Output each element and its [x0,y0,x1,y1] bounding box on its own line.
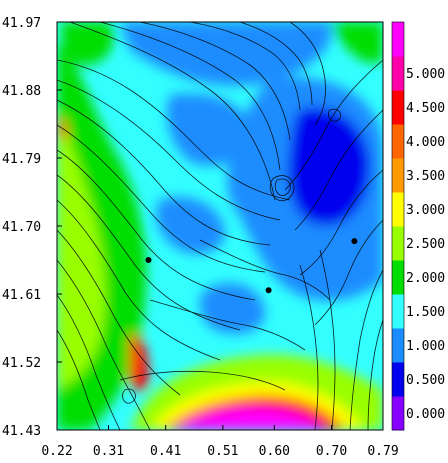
colorbar-label: 4.000 [406,135,445,150]
colorbar-swatch [392,260,404,295]
y-tick-label: 41.52 [2,356,41,371]
markers [145,238,358,294]
y-axis: 41.97 41.88 41.79 41.70 41.61 41.52 41.43 [2,16,62,439]
x-axis: 0.22 0.31 0.41 0.51 0.60 0.70 0.79 [41,425,399,459]
contour-region-blue-center [156,196,226,254]
colorbar-label: 1.500 [406,305,445,320]
plot-area [56,21,384,431]
contour-region-orange-edge [57,118,68,141]
colorbar-label: 0.000 [406,407,445,422]
colorbar-label: 5.000 [406,67,445,82]
colorbar-swatch [392,158,404,193]
contour-region-green-topright [330,22,383,64]
colorbar-swatch [392,124,404,159]
colorbar-swatch [392,192,404,227]
contour-region-lightgreen-left [57,110,106,390]
marker-dot [265,287,272,294]
colorbar-swatch [392,56,404,91]
x-tick-label: 0.41 [150,444,181,459]
colorbar-label: 0.500 [406,373,445,388]
colorbar: 0.000 0.500 1.000 1.500 2.000 2.500 3.000 3.500… [391,21,445,431]
x-tick-label: 0.60 [259,444,290,459]
colorbar-swatch [392,328,404,363]
colorbar-label: 2.000 [406,271,445,286]
colorbar-swatch [392,294,404,329]
colorbar-label: 1.000 [406,339,445,354]
y-tick-label: 41.79 [2,152,41,167]
contour-region-blue-top [120,22,332,86]
colorbar-swatch [392,226,404,261]
colorbar-label: 3.500 [406,169,445,184]
colorbar-labels: 0.000 0.500 1.000 1.500 2.000 2.500 3.000 3.500… [406,67,445,422]
x-tick-label: 0.31 [93,444,124,459]
contour-region-darkblue-right [288,107,371,226]
x-tick-label: 0.70 [316,444,347,459]
y-tick-label: 41.88 [2,84,41,99]
colorbar-frame [391,21,405,431]
colorbar-label: 4.500 [406,101,445,116]
y-tick-label: 41.97 [2,16,41,31]
colorbar-swatch [392,396,404,431]
marker-dot [351,238,358,245]
contour-region-green-top [60,22,114,66]
contour-field [57,22,383,430]
colorbar-label: 2.500 [406,237,445,252]
x-tick-label: 0.51 [207,444,238,459]
contour-region-blue-midright [199,282,266,334]
y-tick-label: 41.70 [2,220,41,235]
x-tick-label: 0.22 [41,444,72,459]
colorbar-swatch [392,362,404,397]
y-tick-label: 41.61 [2,288,41,303]
colorbar-label: 3.000 [406,203,445,218]
colorbar-swatches [391,21,405,431]
contour-region-blue-mid [166,93,251,166]
y-tick-label: 41.43 [2,424,41,439]
contour-region-magenta-bottom [175,408,325,430]
colorbar-swatch [392,90,404,125]
x-tick-label: 0.79 [367,444,398,459]
marker-dot [145,257,152,263]
colorbar-swatch [392,22,404,57]
streamlines [57,22,383,430]
